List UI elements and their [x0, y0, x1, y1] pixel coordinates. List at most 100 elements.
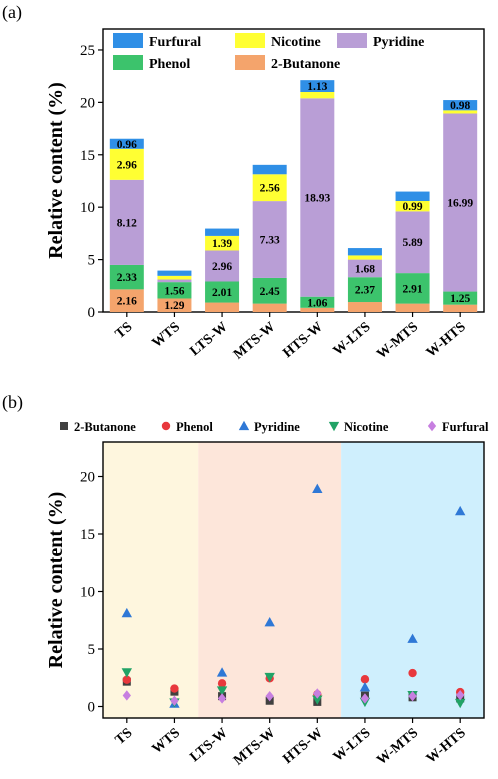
bar-segment [252, 174, 287, 202]
plot-frame-a [102, 28, 485, 313]
bar-segment [300, 91, 335, 99]
bar-segment [205, 250, 240, 282]
bar-data-label: 1.06 [307, 297, 327, 309]
panel-a-label: (a) [2, 2, 22, 23]
bar-segment [443, 291, 478, 305]
bar-segment [109, 138, 144, 149]
legend-label-b: 2-Butanone [74, 420, 136, 434]
bar-data-label: 2.45 [260, 286, 280, 298]
bar-data-label: 1.68 [355, 263, 375, 275]
y-tick-label-b: 15 [80, 527, 95, 543]
bar-data-label: 2.56 [260, 183, 280, 195]
x-tick-label-a: W-HTS [424, 319, 469, 360]
legend-label-a: 2-Butanone [271, 57, 340, 72]
bar-data-label: 16.99 [447, 198, 473, 210]
bar-segment [109, 179, 144, 265]
y-axis-label-a: Relative content (%) [45, 82, 67, 259]
bar-segment [205, 281, 240, 303]
y-tick-label-a: 25 [80, 43, 95, 59]
bar-data-label: 0.98 [450, 100, 470, 112]
legend-swatch-a [113, 33, 143, 48]
data-point [359, 681, 371, 692]
bar-segment [300, 98, 335, 297]
bar-segment [347, 259, 382, 278]
legend-label-b: Pyridine [254, 420, 300, 434]
bar-segment [300, 307, 335, 312]
bar-segment [157, 270, 192, 276]
data-point [312, 695, 323, 705]
y-tick-label-b: 10 [80, 585, 95, 601]
data-point [121, 607, 133, 618]
data-point [217, 693, 227, 704]
x-tick-label-a: W-LTS [331, 319, 374, 358]
data-point [312, 483, 323, 493]
data-point [360, 675, 370, 684]
bar-segment [252, 303, 287, 312]
background-band [103, 442, 199, 718]
data-point [121, 668, 133, 678]
data-point [454, 505, 466, 516]
x-tick-label-a: WTS [150, 319, 184, 351]
bar-segment [443, 100, 478, 111]
y-tick-label-a: 15 [80, 148, 95, 164]
bar-data-label: 2.16 [117, 296, 137, 308]
bar-segment [395, 201, 430, 212]
bar-segment [252, 201, 287, 278]
x-tick-label-b: W-HTS [424, 725, 469, 766]
bar-data-label: 2.91 [403, 283, 423, 295]
bar-segment [300, 80, 335, 92]
data-point [456, 690, 465, 701]
bar-data-label: 2.37 [355, 285, 375, 297]
x-tick-label-b: W-MTS [374, 725, 421, 768]
panel-b: 0 5 10 15 20 Relative content (%) TS WTS LTS-W MT… [45, 420, 489, 769]
bar-data-label: 1.39 [212, 238, 232, 250]
bar-data-label: 18.93 [304, 192, 330, 204]
y-tick-label-a: 0 [88, 305, 96, 321]
bar-data-label: 2.96 [212, 261, 232, 273]
bar-segment [395, 211, 430, 274]
bar-segment [443, 113, 478, 292]
y-tick-label-b: 5 [88, 642, 96, 658]
x-tick-label-a: HTS-W [280, 320, 325, 362]
y-tick-label-a: 10 [80, 200, 95, 216]
data-point [454, 698, 466, 709]
data-point [170, 695, 179, 706]
bar-data-label: 2.96 [117, 159, 137, 171]
x-tick-label-b: TS [113, 725, 136, 748]
legend-swatch-a [337, 33, 367, 48]
legend-marker-b [427, 420, 437, 432]
legend-swatch-a [235, 33, 265, 48]
data-point [170, 684, 179, 693]
legend-label-b: Nicotine [344, 420, 389, 434]
y-tick-label-b: 20 [80, 470, 95, 486]
data-point [265, 690, 274, 702]
legend-label-a: Pyridine [373, 35, 424, 50]
legend-marker-b [328, 421, 340, 432]
bar-data-label: 1.13 [307, 81, 327, 93]
bar-segment [109, 148, 144, 180]
data-point [264, 617, 275, 627]
bar-segment [347, 277, 382, 303]
panel-a: 0 5 10 15 20 25 Relative content (%) 2.16 2.33 8.… [45, 28, 485, 363]
bar-data-label: 8.12 [117, 217, 137, 229]
legend-marker-b [238, 420, 250, 431]
bar-data-label: 1.56 [164, 285, 184, 297]
data-point [216, 686, 228, 696]
bar-segment [205, 302, 240, 312]
x-tick-label-b: LTS-W [187, 726, 230, 766]
legend-label-b: Furfural [442, 420, 489, 434]
legend-label-a: Nicotine [271, 35, 321, 50]
bar-segment [395, 191, 430, 202]
bar-data-label: 0.96 [117, 139, 137, 151]
legend-marker-b [161, 421, 171, 431]
bar-segment [109, 264, 144, 290]
legend-marker-b [60, 422, 68, 430]
legend-label-a: Phenol [149, 57, 190, 72]
legend-label-a: Furfural [149, 35, 201, 50]
data-point [217, 679, 227, 688]
bar-segment [300, 296, 335, 308]
x-tick-label-a: MTS-W [231, 320, 278, 363]
bar-segment [205, 228, 240, 236]
bar-segment [157, 282, 192, 299]
